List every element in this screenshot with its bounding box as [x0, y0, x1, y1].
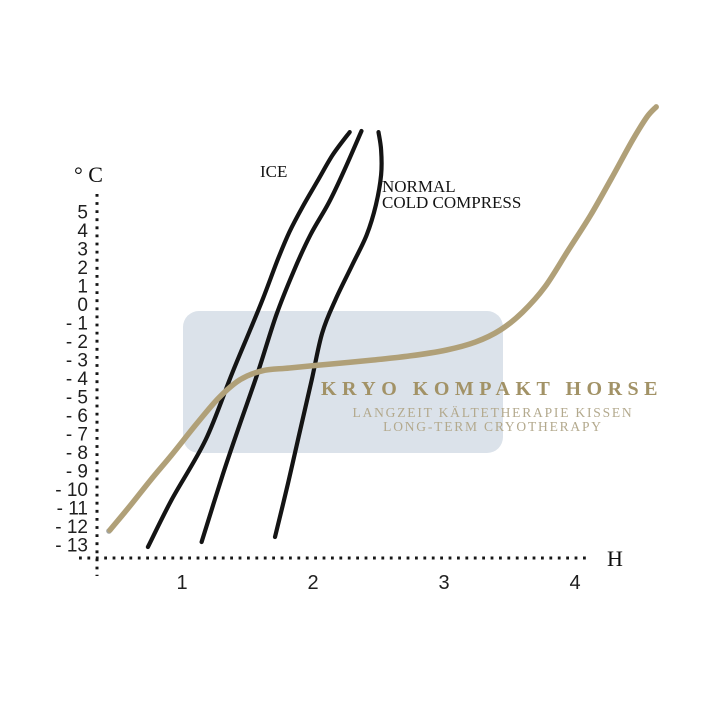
x-tick-label: 2 [307, 572, 318, 594]
product-title: KRYO KOMPAKT HORSE [321, 378, 663, 400]
y-tick-label: - 2 [66, 332, 88, 353]
y-tick-label: - 4 [66, 369, 89, 390]
y-tick-label: - 1 [66, 314, 88, 335]
y-tick-label: - 11 [57, 499, 88, 520]
ice-curve-label: ICE [260, 162, 287, 181]
curve-cold-compress [272, 130, 384, 540]
x-axis: H 1 2 3 4 [79, 546, 623, 594]
y-tick-label: - 8 [66, 443, 88, 464]
curve-kryo-kompakt-horse [107, 104, 659, 533]
y-tick-label: - 9 [66, 462, 88, 483]
curve-ice-1 [145, 130, 352, 550]
cold-compress-label-line1: NORMAL [382, 177, 456, 196]
y-tick-label: - 12 [55, 517, 88, 538]
product-subtitle-de: LANGZEIT KÄLTETHERAPIE KISSEN [353, 405, 634, 420]
x-axis-unit-label: H [607, 546, 623, 571]
x-tick-label: 3 [438, 572, 449, 594]
y-tick-label: - 13 [55, 536, 88, 557]
x-tick-label: 4 [569, 572, 580, 594]
cold-compress-label-line2: COLD COMPRESS [382, 193, 521, 212]
y-tick-label: 2 [77, 258, 88, 279]
y-tick-label: - 7 [66, 425, 88, 446]
curve-ice-2 [199, 128, 364, 545]
highlight-box [183, 311, 503, 453]
y-tick-label: 3 [77, 240, 88, 261]
y-tick-label: - 6 [66, 406, 88, 427]
y-tick-label: - 5 [66, 388, 88, 409]
y-tick-label: - 10 [55, 480, 88, 501]
product-subtitle-en: LONG-TERM CRYOTHERAPY [383, 419, 603, 434]
x-tick-label: 1 [176, 572, 187, 594]
curves [107, 104, 659, 550]
y-tick-label: - 3 [66, 351, 88, 372]
y-axis-unit-label: ° C [74, 162, 103, 187]
y-tick-label: 1 [77, 277, 88, 298]
x-tick-labels: 1 2 3 4 [176, 572, 580, 594]
y-tick-label: 5 [77, 203, 88, 224]
y-tick-label: 0 [77, 295, 88, 316]
y-tick-label: 4 [77, 221, 88, 242]
